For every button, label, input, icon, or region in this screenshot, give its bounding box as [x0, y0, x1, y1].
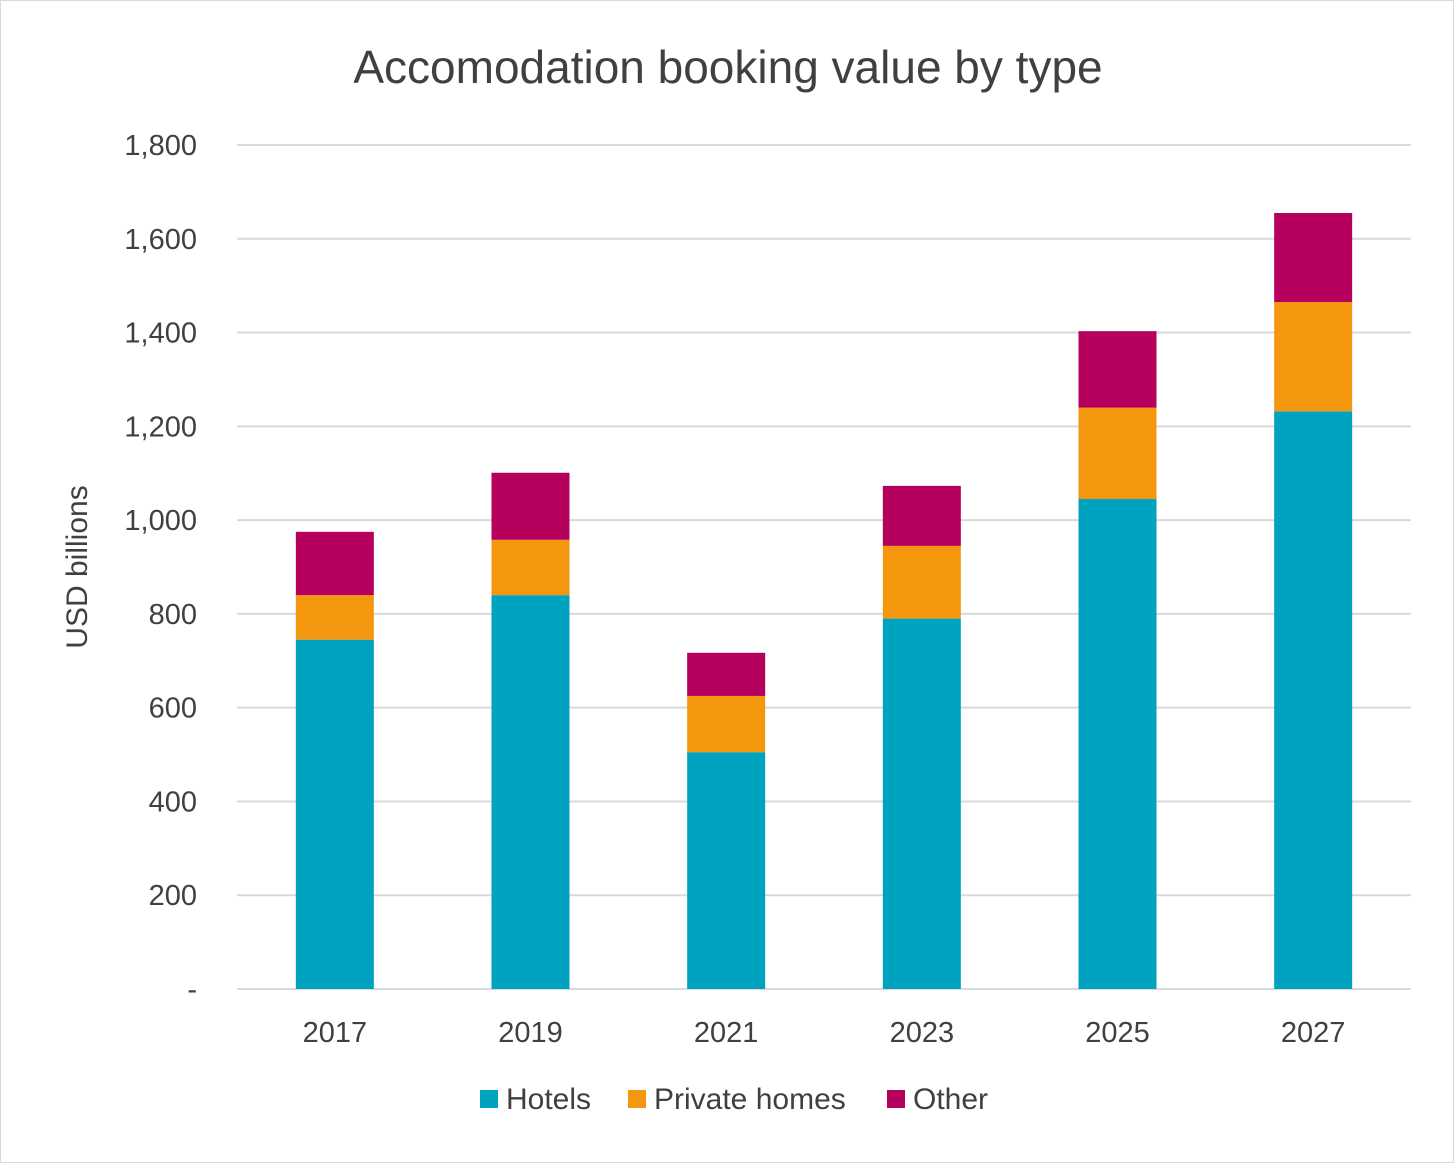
- bar-private-homes-2017: [295, 595, 374, 640]
- y-tick-label: -: [187, 974, 197, 1006]
- legend-label: Other: [913, 1083, 988, 1116]
- bar-hotels-2023: [882, 618, 961, 989]
- y-tick-label: 200: [149, 880, 197, 912]
- bar-hotels-2019: [491, 595, 570, 989]
- legend-item-other: Other: [887, 1083, 988, 1116]
- bar-hotels-2021: [687, 752, 766, 989]
- bar-other-2023: [882, 485, 961, 546]
- y-axis-ticks: - 200 400 600 800 1,000 1,200 1,400 1,600 1,800: [124, 130, 197, 1006]
- bar-other-2019: [491, 472, 570, 540]
- y-tick-label: 1,000: [124, 505, 197, 537]
- legend-swatch: [887, 1090, 905, 1108]
- bar-stack-2027: [1274, 212, 1353, 990]
- x-tick-label: 2017: [303, 1017, 368, 1049]
- gridlines: [237, 144, 1411, 990]
- bars: [295, 212, 1353, 990]
- legend-label: Hotels: [506, 1083, 591, 1116]
- legend-item-hotels: Hotels: [480, 1083, 591, 1116]
- bar-private-homes-2021: [687, 695, 766, 753]
- y-tick-label: 1,800: [124, 130, 197, 162]
- bar-stack-2021: [687, 652, 766, 989]
- y-tick-label: 1,400: [124, 318, 197, 350]
- chart-title: Accomodation booking value by type: [353, 41, 1102, 93]
- bar-private-homes-2023: [882, 545, 961, 619]
- legend-item-private-homes: Private homes: [628, 1083, 846, 1116]
- bar-other-2017: [295, 531, 374, 596]
- legend-swatch: [628, 1090, 646, 1108]
- y-tick-label: 600: [149, 693, 197, 725]
- legend-label: Private homes: [654, 1083, 846, 1116]
- bar-stack-2017: [295, 531, 374, 989]
- y-tick-label: 800: [149, 599, 197, 631]
- y-tick-label: 400: [149, 786, 197, 818]
- x-axis-ticks: 2017 2019 2021 2023 2025 2027: [303, 1017, 1346, 1049]
- bar-private-homes-2025: [1078, 407, 1157, 500]
- x-tick-label: 2023: [890, 1017, 955, 1049]
- y-axis-label: USD billions: [61, 485, 94, 648]
- x-tick-label: 2027: [1281, 1017, 1346, 1049]
- bar-stack-2019: [491, 472, 570, 989]
- legend-swatch: [480, 1090, 498, 1108]
- bar-other-2025: [1078, 331, 1157, 408]
- legend: Hotels Private homes Other: [480, 1083, 988, 1116]
- bar-private-homes-2019: [491, 539, 570, 596]
- y-tick-label: 1,200: [124, 411, 197, 443]
- bar-hotels-2017: [295, 639, 374, 989]
- bar-other-2027: [1274, 212, 1353, 303]
- x-tick-label: 2019: [498, 1017, 563, 1049]
- x-tick-label: 2025: [1085, 1017, 1150, 1049]
- bar-other-2021: [687, 652, 766, 696]
- bar-stack-2023: [882, 485, 961, 989]
- bar-hotels-2025: [1078, 499, 1157, 989]
- y-tick-label: 1,600: [124, 224, 197, 256]
- bar-hotels-2027: [1274, 411, 1353, 990]
- bar-stack-2025: [1078, 331, 1157, 989]
- x-tick-label: 2021: [694, 1017, 759, 1049]
- bar-private-homes-2027: [1274, 302, 1353, 412]
